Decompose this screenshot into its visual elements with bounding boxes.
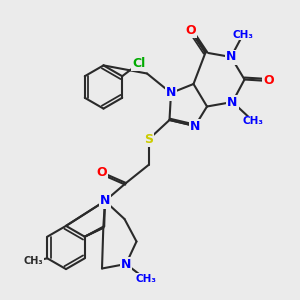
Text: N: N xyxy=(190,119,200,133)
Text: O: O xyxy=(263,74,274,88)
Text: CH₃: CH₃ xyxy=(24,256,44,266)
Text: N: N xyxy=(100,194,110,208)
Text: CH₃: CH₃ xyxy=(232,29,254,40)
Text: N: N xyxy=(227,95,238,109)
Text: Cl: Cl xyxy=(132,57,145,70)
Text: O: O xyxy=(185,23,196,37)
Text: CH₃: CH₃ xyxy=(135,274,156,284)
Text: O: O xyxy=(97,166,107,179)
Text: N: N xyxy=(226,50,236,64)
Text: N: N xyxy=(121,257,131,271)
Text: N: N xyxy=(166,86,176,100)
Text: CH₃: CH₃ xyxy=(243,116,264,127)
Text: S: S xyxy=(144,133,153,146)
